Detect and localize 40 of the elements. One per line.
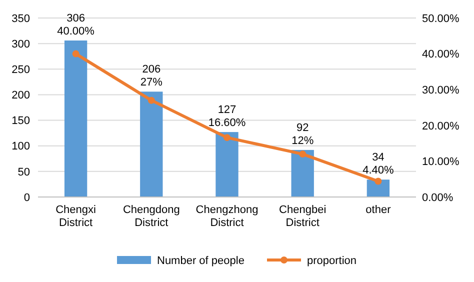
x-tick-label: Chengbei District	[279, 204, 326, 229]
point	[299, 150, 306, 158]
legend-label: proportion	[307, 254, 357, 267]
data-label: 16.60%	[208, 117, 246, 130]
y-tick-label: 350	[12, 12, 30, 25]
y-tick-label: 0	[24, 192, 30, 204]
data-label: 12%	[292, 134, 314, 147]
y-tick-label: 200	[12, 90, 30, 102]
x-tick-label: Chengdong District	[122, 204, 180, 229]
data-label: 40.00%	[57, 26, 95, 38]
bar	[64, 40, 88, 197]
y-tick-label: 250	[12, 64, 30, 76]
y2-tick-label: 20.00%	[422, 120, 460, 132]
data-label: 127	[218, 104, 236, 116]
y-tick-label: 100	[12, 140, 30, 153]
bar	[140, 92, 163, 197]
y-tick-label: 50	[18, 166, 30, 178]
data-label: 34	[372, 152, 384, 164]
data-label: 206	[142, 64, 161, 76]
point	[72, 50, 80, 58]
y2-tick-label: 30.00%	[422, 84, 460, 96]
point	[148, 96, 155, 104]
y2-tick-label: 50.00%	[422, 12, 460, 25]
x-tick-label: other	[366, 204, 392, 216]
y-tick-label: 150	[12, 115, 30, 128]
y2-tick-label: 10.00%	[422, 156, 460, 168]
legend-label: Number of people	[157, 254, 244, 267]
y2-tick-label: 40.00%	[422, 48, 460, 61]
bar	[216, 132, 238, 197]
y-tick-label: 300	[12, 38, 30, 50]
data-label: 27%	[140, 76, 163, 89]
data-label: 4.40%	[362, 164, 394, 177]
x-tick-label: Chengzhong District	[196, 204, 258, 229]
x-tick-label: Chengxi District	[56, 204, 96, 229]
bar	[291, 150, 314, 197]
data-label: 92	[296, 122, 309, 134]
point	[374, 178, 382, 185]
data-label: 306	[66, 12, 85, 25]
y2-tick-label: 0.00%	[422, 192, 454, 204]
point	[224, 134, 230, 142]
